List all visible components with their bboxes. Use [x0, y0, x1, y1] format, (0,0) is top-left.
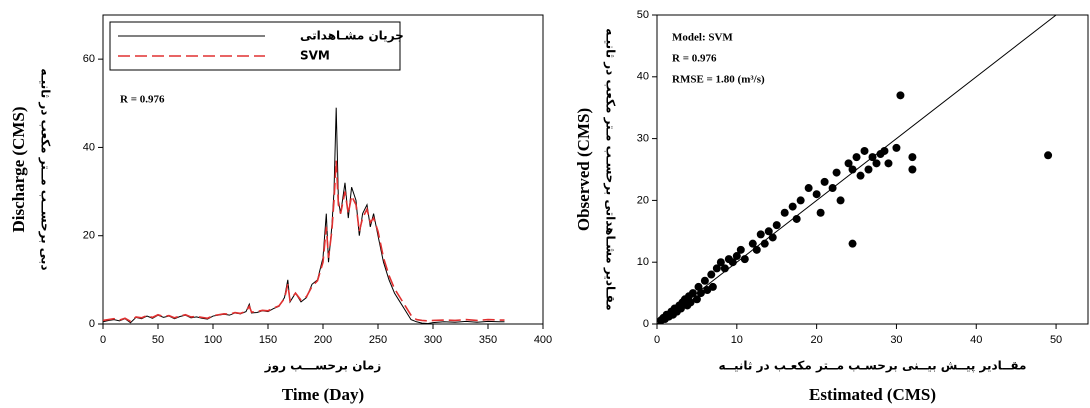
x-axis-label-fa: زمان برحســـب روز: [264, 359, 382, 374]
point: [844, 159, 853, 168]
y-tick-label: 40: [637, 71, 649, 83]
point: [816, 208, 825, 217]
x-tick-label: 100: [204, 334, 222, 346]
point: [884, 159, 893, 168]
point: [688, 289, 697, 298]
y-tick-label: 30: [637, 133, 649, 145]
y-tick-label: 40: [83, 141, 95, 153]
annotation: RMSE = 1.80 (m³/s): [672, 74, 765, 86]
point: [708, 282, 717, 291]
point: [828, 184, 837, 193]
y-axis-label-fa: دبی برحســب مــتر مکعب در ثانیـه: [39, 68, 53, 270]
plot-frame: [656, 14, 1089, 325]
point: [852, 153, 861, 162]
point: [728, 258, 737, 267]
y-tick-label: 0: [89, 318, 95, 330]
y-tick-label: 0: [643, 318, 649, 330]
point: [856, 171, 865, 180]
point: [676, 304, 685, 313]
x-tick-label: 300: [424, 334, 442, 346]
line-series: [102, 160, 505, 323]
point: [872, 159, 881, 168]
y-tick-label: 20: [637, 194, 649, 206]
legend-label: SVM: [300, 49, 330, 63]
x-tick-label: 50: [1050, 334, 1062, 346]
point: [804, 184, 813, 193]
point: [716, 258, 725, 267]
point: [700, 276, 709, 285]
x-tick-label: 20: [811, 334, 823, 346]
point: [792, 214, 801, 223]
x-tick-label: 30: [890, 334, 902, 346]
annotation: R = 0.976: [672, 53, 717, 65]
x-axis-label: Time (Day): [282, 385, 364, 404]
x-tick-label: 400: [534, 334, 552, 346]
point: [880, 146, 889, 155]
y-tick-label: 20: [83, 230, 95, 242]
point: [812, 190, 821, 199]
point: [848, 239, 857, 248]
point: [860, 146, 869, 155]
x-tick-label: 250: [369, 334, 387, 346]
y-tick-label: 50: [637, 9, 649, 21]
x-axis-label-fa: مقــادیر پیــش بیــنی برحسـب مــتر مکعـب…: [719, 359, 1027, 373]
point: [772, 221, 781, 230]
point: [760, 239, 769, 248]
point: [748, 239, 757, 248]
point: [756, 230, 765, 239]
legend-label: جریان مشـاهداتی: [300, 29, 404, 43]
point: [707, 270, 716, 279]
point: [836, 196, 845, 205]
y-axis-label: Observed (CMS): [574, 108, 593, 231]
y-axis-label: Discharge (CMS): [9, 106, 28, 232]
point: [896, 91, 905, 100]
point: [780, 208, 789, 217]
point: [848, 165, 857, 174]
legend-frame: [109, 21, 401, 71]
point: [788, 202, 797, 211]
x-tick-label: 0: [100, 334, 106, 346]
annotation: Model: SVM: [672, 32, 733, 44]
point: [692, 295, 701, 304]
point: [832, 168, 841, 177]
point: [752, 245, 761, 254]
point: [908, 165, 917, 174]
y-axis-label-fa: مقـادیر مشـاهداتی برحسـب مـتر مکعب در ثا…: [604, 28, 618, 310]
point: [796, 196, 805, 205]
point: [736, 245, 745, 254]
point: [1044, 151, 1053, 160]
chart: 0 50 100 150 200 250 300 350 400 0 20 40 60 زمان برحس…: [9, 14, 552, 404]
point: [686, 298, 695, 307]
point: [712, 264, 721, 273]
x-tick-label: 10: [731, 334, 743, 346]
x-tick-label: 40: [970, 334, 982, 346]
point: [864, 165, 873, 174]
x-tick-label: 0: [654, 334, 660, 346]
y-tick-label: 60: [83, 53, 95, 65]
y-tick-label: 10: [637, 256, 649, 268]
x-tick-label: 350: [479, 334, 497, 346]
x-axis-label: Estimated (CMS): [809, 385, 936, 404]
point: [820, 177, 829, 186]
x-tick-label: 150: [259, 334, 277, 346]
x-tick-label: 200: [314, 334, 332, 346]
annotation: R = 0.976: [120, 94, 165, 106]
point: [768, 233, 777, 242]
point: [868, 153, 877, 162]
line-series: [102, 107, 505, 325]
point: [720, 264, 729, 273]
point: [732, 252, 741, 261]
x-tick-label: 50: [152, 334, 164, 346]
point: [696, 289, 705, 298]
chart: 0 10 20 30 40 50 0 10 20 30 40 50 مقــادیر پیــش بیـ…: [574, 9, 1089, 404]
point: [908, 153, 917, 162]
point: [892, 143, 901, 152]
point: [764, 227, 773, 236]
point: [740, 255, 749, 264]
point: [694, 282, 703, 291]
